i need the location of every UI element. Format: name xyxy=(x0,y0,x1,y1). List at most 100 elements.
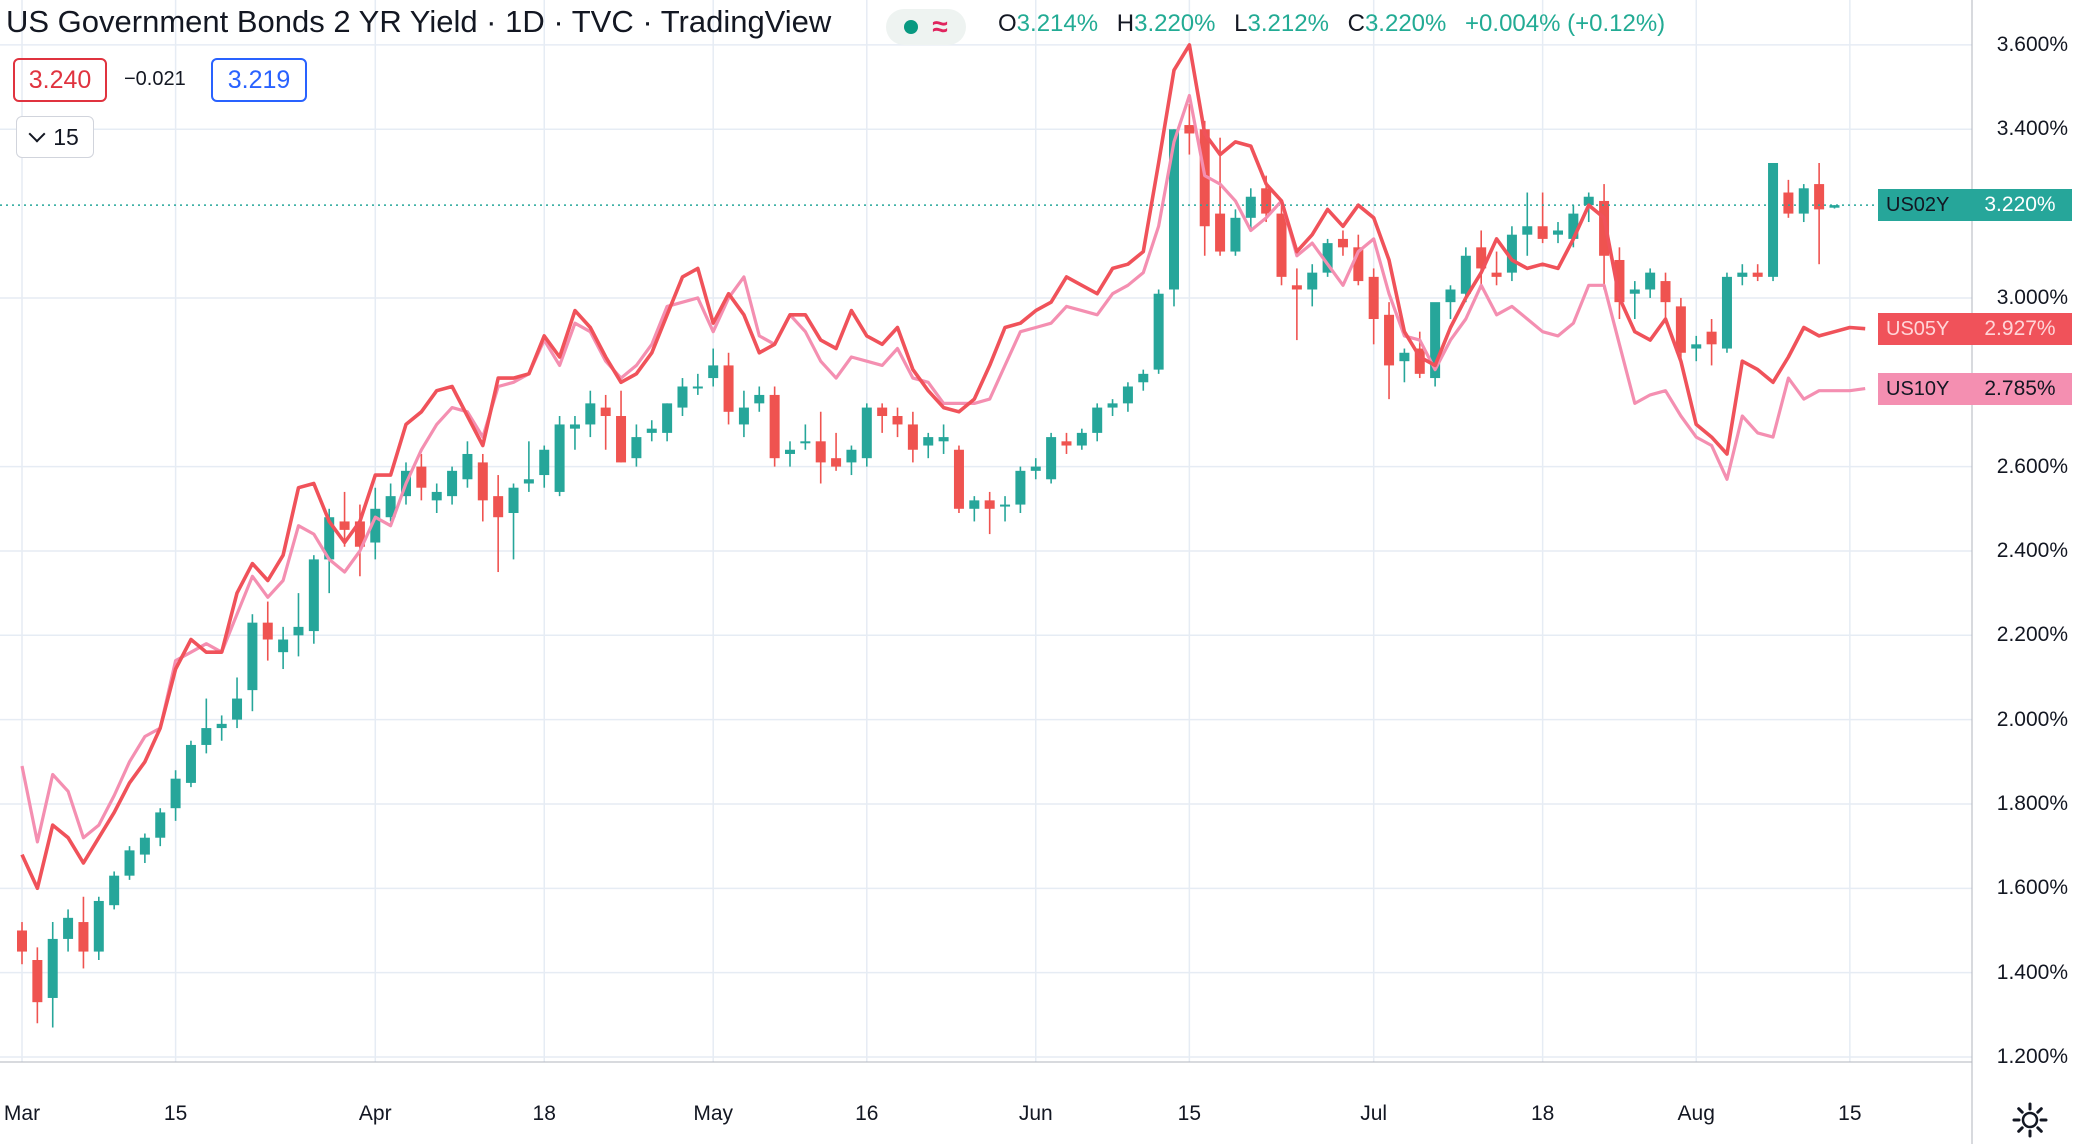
candle-up xyxy=(324,517,335,560)
candle-up xyxy=(278,639,289,653)
candle-up xyxy=(247,622,258,691)
candle-up xyxy=(1153,293,1164,370)
candle-up xyxy=(969,500,980,509)
candle-up xyxy=(938,437,949,442)
us05y-line xyxy=(20,43,1866,891)
price-axis-label: 1.600% xyxy=(1996,876,2068,900)
candle-up xyxy=(1691,344,1702,349)
us10y-value-tag: 2.785% xyxy=(1968,372,2072,405)
candle-up xyxy=(462,453,473,480)
candle-up xyxy=(1506,234,1517,273)
candle-down xyxy=(1814,184,1825,210)
candle-up xyxy=(1768,162,1779,277)
candle-down xyxy=(1660,281,1671,303)
candle-up xyxy=(1046,437,1057,480)
us02y-value-tag: 3.220% xyxy=(1968,189,2072,222)
candle-up xyxy=(1122,386,1133,404)
candle-up xyxy=(1169,129,1179,290)
market-status[interactable]: ≈ xyxy=(886,9,966,45)
time-axis-label: Mar xyxy=(3,1102,41,1125)
candle-down xyxy=(984,500,995,509)
time-axis-label: May xyxy=(693,1102,734,1125)
price-axis-label: 2.200% xyxy=(1996,623,2068,647)
candle-up xyxy=(293,626,304,636)
candle-up xyxy=(232,698,243,720)
candle-up xyxy=(385,496,396,518)
candle-up xyxy=(109,875,120,906)
candle-up xyxy=(216,723,227,729)
candle-down xyxy=(1783,192,1794,214)
settings-gear-icon[interactable] xyxy=(2010,1100,2050,1140)
candle-down xyxy=(1491,272,1502,277)
candle-up xyxy=(1245,196,1256,218)
us02y-symbol-tag: US02Y xyxy=(1878,189,1968,222)
candle-up xyxy=(170,778,181,809)
candle-down xyxy=(1675,306,1686,353)
candle-up xyxy=(185,744,196,783)
us05y-value-tag: 2.927% xyxy=(1968,312,2072,345)
price-axis-label: 2.000% xyxy=(1996,707,2068,731)
candle-up xyxy=(1430,302,1441,379)
candle-up xyxy=(754,394,765,404)
candle-up xyxy=(646,428,657,433)
candle-up xyxy=(1322,243,1333,273)
indicators-toggle-button[interactable]: 15 xyxy=(16,116,94,158)
candle-down xyxy=(1199,129,1210,227)
candle-up xyxy=(554,424,565,492)
candle-down xyxy=(1184,125,1195,134)
candle-up xyxy=(1030,466,1041,471)
candle-down xyxy=(1476,247,1487,269)
candle-down xyxy=(1368,276,1379,320)
candle-down xyxy=(877,407,888,417)
candle-up xyxy=(1829,205,1840,208)
candle-down xyxy=(1337,238,1348,248)
buy-button[interactable]: 3.219 xyxy=(211,58,307,102)
price-axis-label: 1.200% xyxy=(1996,1045,2068,1068)
ohlc-legend: O3.214% H3.220% L3.212% C3.220% +0.004% … xyxy=(998,10,1666,37)
candle-down xyxy=(1215,213,1226,252)
candle-down xyxy=(1261,188,1272,214)
price-axis-label: 3.400% xyxy=(1996,117,2068,141)
sell-button[interactable]: 3.240 xyxy=(13,58,107,102)
candle-down xyxy=(17,930,27,952)
candle-up xyxy=(201,728,212,745)
candle-down xyxy=(815,441,826,463)
candle-up xyxy=(431,491,442,501)
chevron-down-icon xyxy=(28,125,46,143)
candle-down xyxy=(769,394,780,459)
candle-up xyxy=(1737,272,1748,277)
candle-up xyxy=(1568,213,1579,239)
low-value: 3.212% xyxy=(1247,10,1329,37)
spread-value: −0.021 xyxy=(124,68,186,90)
candle-up xyxy=(155,812,166,838)
candle-down xyxy=(262,622,273,640)
candle-up xyxy=(677,386,688,408)
candle-down xyxy=(953,449,964,509)
candle-up xyxy=(1629,289,1640,294)
candle-up xyxy=(1138,373,1149,383)
candle-up xyxy=(1798,188,1809,214)
price-axis-label: 2.600% xyxy=(1996,454,2068,478)
candle-up xyxy=(1583,196,1594,206)
time-axis-label: 15 xyxy=(163,1102,188,1125)
candle-down xyxy=(1414,348,1425,374)
time-axis-label: 15 xyxy=(1838,1102,1862,1125)
candle-down xyxy=(616,416,627,463)
candle-up xyxy=(662,403,673,433)
candle-up xyxy=(47,938,58,998)
price-axis-label: 1.800% xyxy=(1996,791,2068,815)
candle-up xyxy=(1721,276,1732,349)
time-axis-label: Jun xyxy=(1018,1102,1053,1125)
symbol-title: US Government Bonds 2 YR Yield · 1D · TV… xyxy=(6,4,832,39)
candle-up xyxy=(800,441,811,444)
candle-down xyxy=(354,521,365,547)
close-value: 3.220% xyxy=(1364,10,1447,37)
candle-down xyxy=(1537,226,1548,239)
candle-down xyxy=(78,922,89,952)
candle-up xyxy=(1000,504,1011,507)
candle-up xyxy=(508,487,519,514)
candle-up xyxy=(861,407,872,459)
time-axis-label: Jul xyxy=(1360,1102,1388,1125)
approx-icon: ≈ xyxy=(932,11,948,42)
